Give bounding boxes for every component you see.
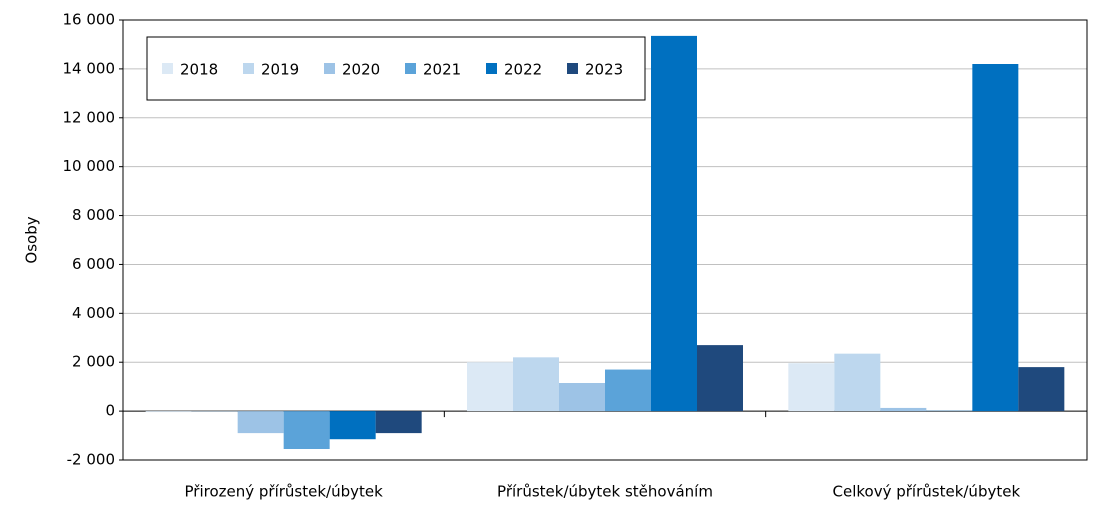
bar — [467, 362, 513, 411]
bar — [284, 411, 330, 449]
bar — [238, 411, 284, 433]
legend-swatch — [405, 63, 416, 74]
bar — [788, 363, 834, 411]
y-tick-label: 0 — [105, 402, 115, 420]
legend-label: 2019 — [261, 61, 299, 79]
y-tick-label: 16 000 — [63, 11, 116, 29]
y-axis-title: Osoby — [23, 216, 41, 263]
bar — [1018, 367, 1064, 411]
x-tick-label: Přirozený přírůstek/úbytek — [185, 483, 384, 501]
legend-label: 2023 — [585, 61, 623, 79]
y-tick-label: 2 000 — [72, 353, 115, 371]
bar — [146, 411, 192, 412]
bar — [330, 411, 376, 439]
legend-swatch — [324, 63, 335, 74]
bar — [697, 345, 743, 411]
legend-swatch — [486, 63, 497, 74]
x-tick-label: Celkový přírůstek/úbytek — [833, 483, 1021, 501]
y-tick-label: 4 000 — [72, 304, 115, 322]
y-tick-label: 12 000 — [63, 108, 116, 126]
legend-label: 2022 — [504, 61, 542, 79]
bar — [559, 383, 605, 411]
legend-swatch — [243, 63, 254, 74]
y-tick-label: 6 000 — [72, 255, 115, 273]
y-tick-label: 8 000 — [72, 206, 115, 224]
x-tick-label: Přírůstek/úbytek stěhováním — [497, 483, 713, 501]
legend-swatch — [162, 63, 173, 74]
legend-label: 2018 — [180, 61, 218, 79]
bar — [376, 411, 422, 433]
y-tick-label: -2 000 — [67, 451, 115, 469]
bar — [880, 408, 926, 411]
bar — [513, 357, 559, 411]
legend-label: 2020 — [342, 61, 380, 79]
bar — [605, 370, 651, 412]
legend-label: 2021 — [423, 61, 461, 79]
bar — [651, 36, 697, 411]
y-tick-label: 14 000 — [63, 59, 116, 77]
y-tick-label: 10 000 — [63, 157, 116, 175]
legend-swatch — [567, 63, 578, 74]
bar — [834, 354, 880, 411]
bar — [972, 64, 1018, 411]
